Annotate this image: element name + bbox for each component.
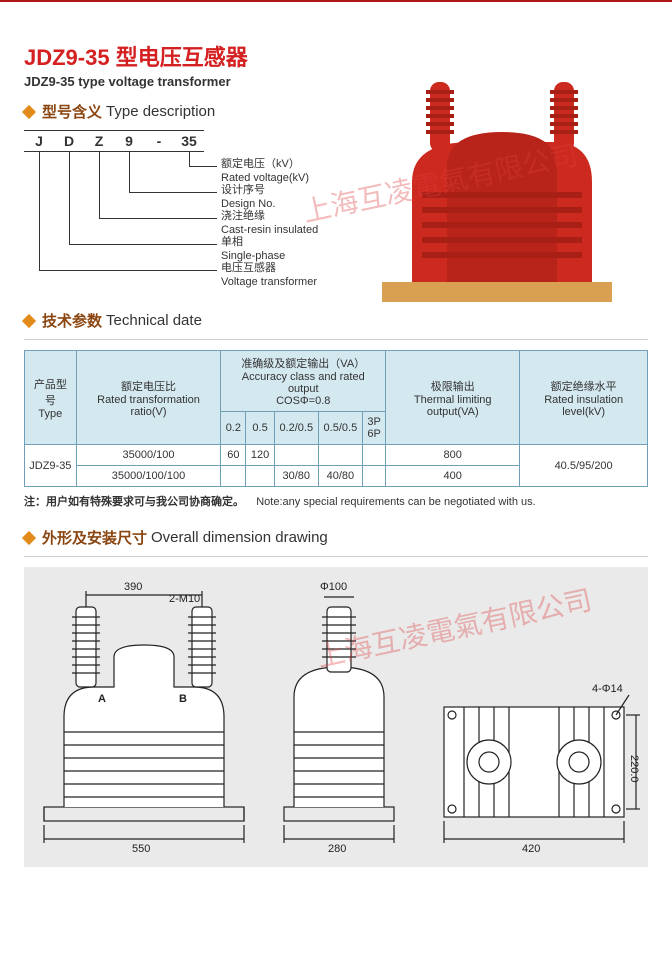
col-sub-0: 0.2 bbox=[221, 412, 246, 445]
cell bbox=[246, 466, 274, 487]
td-item3-en: Single-phase bbox=[221, 250, 285, 262]
dim-heading: 外形及安装尺寸 Overall dimension drawing bbox=[24, 527, 648, 548]
col-ins: 额定绝缘水平 Rated insulation level(kV) bbox=[520, 351, 648, 445]
type-desc-cn: 型号含义 bbox=[42, 101, 102, 122]
cell-ins: 40.5/95/200 bbox=[520, 445, 648, 487]
product-photo bbox=[352, 72, 642, 332]
dim-220: 220.0 bbox=[628, 755, 640, 783]
dim-420: 420 bbox=[522, 843, 540, 855]
code-d: D bbox=[54, 130, 84, 152]
technical-table: 产品型号 Type 额定电压比 Rated transformation rat… bbox=[24, 350, 648, 487]
diamond-icon bbox=[22, 530, 36, 544]
dim-phi100: Φ100 bbox=[320, 581, 347, 593]
col-ratio: 额定电压比 Rated transformation ratio(V) bbox=[76, 351, 221, 445]
type-desc-en: Type description bbox=[106, 103, 215, 120]
code-35: 35 bbox=[174, 130, 204, 152]
td-item0-cn: 额定电压（kV） bbox=[221, 158, 300, 170]
cell bbox=[221, 466, 246, 487]
col-type: 产品型号 Type bbox=[25, 351, 77, 445]
td-item2-en: Cast-resin insulated bbox=[221, 224, 318, 236]
cell bbox=[318, 445, 362, 466]
divider bbox=[24, 556, 648, 557]
cell: 120 bbox=[246, 445, 274, 466]
col-sub-2: 0.2/0.5 bbox=[274, 412, 318, 445]
type-code: J D Z 9 - 35 bbox=[24, 130, 204, 152]
cell: 60 bbox=[221, 445, 246, 466]
page-title-cn: JDZ9-35 型电压互感器 bbox=[24, 40, 648, 72]
col-accuracy: 准确级及额定输出（VA） Accuracy class and rated ou… bbox=[221, 351, 386, 412]
cell-type: JDZ9-35 bbox=[25, 445, 77, 487]
td-item4-cn: 电压互感器 bbox=[221, 262, 276, 274]
code-j: J bbox=[24, 130, 54, 152]
cell bbox=[274, 445, 318, 466]
td-item2-cn: 浇注绝缘 bbox=[221, 210, 265, 222]
col-tlo: 极限输出 Thermal limiting output(VA) bbox=[386, 351, 520, 445]
diamond-icon bbox=[22, 104, 36, 118]
dim-4phi14: 4-Φ14 bbox=[592, 683, 623, 695]
dim-550: 550 bbox=[132, 843, 150, 855]
table-note: 注：用户如有特殊要求可与我公司协商确定。 Note:any special re… bbox=[24, 493, 648, 509]
note-en: Note:any special requirements can be neg… bbox=[256, 496, 535, 508]
dim-280: 280 bbox=[328, 843, 346, 855]
divider bbox=[24, 339, 648, 340]
cell bbox=[362, 466, 385, 487]
col-sub-3: 0.5/0.5 bbox=[318, 412, 362, 445]
code-dash: - bbox=[144, 130, 174, 152]
td-item1-cn: 设计序号 bbox=[221, 184, 265, 196]
table-row: JDZ9-35 35000/100 60 120 800 40.5/95/200 bbox=[25, 445, 648, 466]
td-item3-cn: 单相 bbox=[221, 236, 243, 248]
td-item0-en: Rated voltage(kV) bbox=[221, 172, 309, 184]
cell-ratio: 35000/100 bbox=[76, 445, 221, 466]
dimension-drawing: 上海互凌電氣有限公司 bbox=[24, 567, 648, 867]
cell bbox=[362, 445, 385, 466]
td-item1-en: Design No. bbox=[221, 198, 275, 210]
dim-390: 390 bbox=[124, 581, 142, 593]
tech-en: Technical date bbox=[106, 312, 202, 329]
col-sub-1: 0.5 bbox=[246, 412, 274, 445]
dim-A: A bbox=[98, 693, 106, 705]
code-z: Z bbox=[84, 130, 114, 152]
cell-tlo: 800 bbox=[386, 445, 520, 466]
tech-cn: 技术参数 bbox=[42, 310, 102, 331]
dim-en: Overall dimension drawing bbox=[151, 529, 328, 546]
cell: 30/80 bbox=[274, 466, 318, 487]
dim-cn: 外形及安装尺寸 bbox=[42, 527, 147, 548]
diamond-icon bbox=[22, 313, 36, 327]
cell: 40/80 bbox=[318, 466, 362, 487]
cell-tlo: 400 bbox=[386, 466, 520, 487]
note-cn: 注：用户如有特殊要求可与我公司协商确定。 bbox=[24, 496, 244, 508]
cell-ratio: 35000/100/100 bbox=[76, 466, 221, 487]
td-item4-en: Voltage transformer bbox=[221, 276, 317, 288]
code-9: 9 bbox=[114, 130, 144, 152]
dim-B: B bbox=[179, 693, 187, 705]
col-sub-4: 3P 6P bbox=[362, 412, 385, 445]
dim-2m10: 2-M10 bbox=[169, 593, 200, 605]
